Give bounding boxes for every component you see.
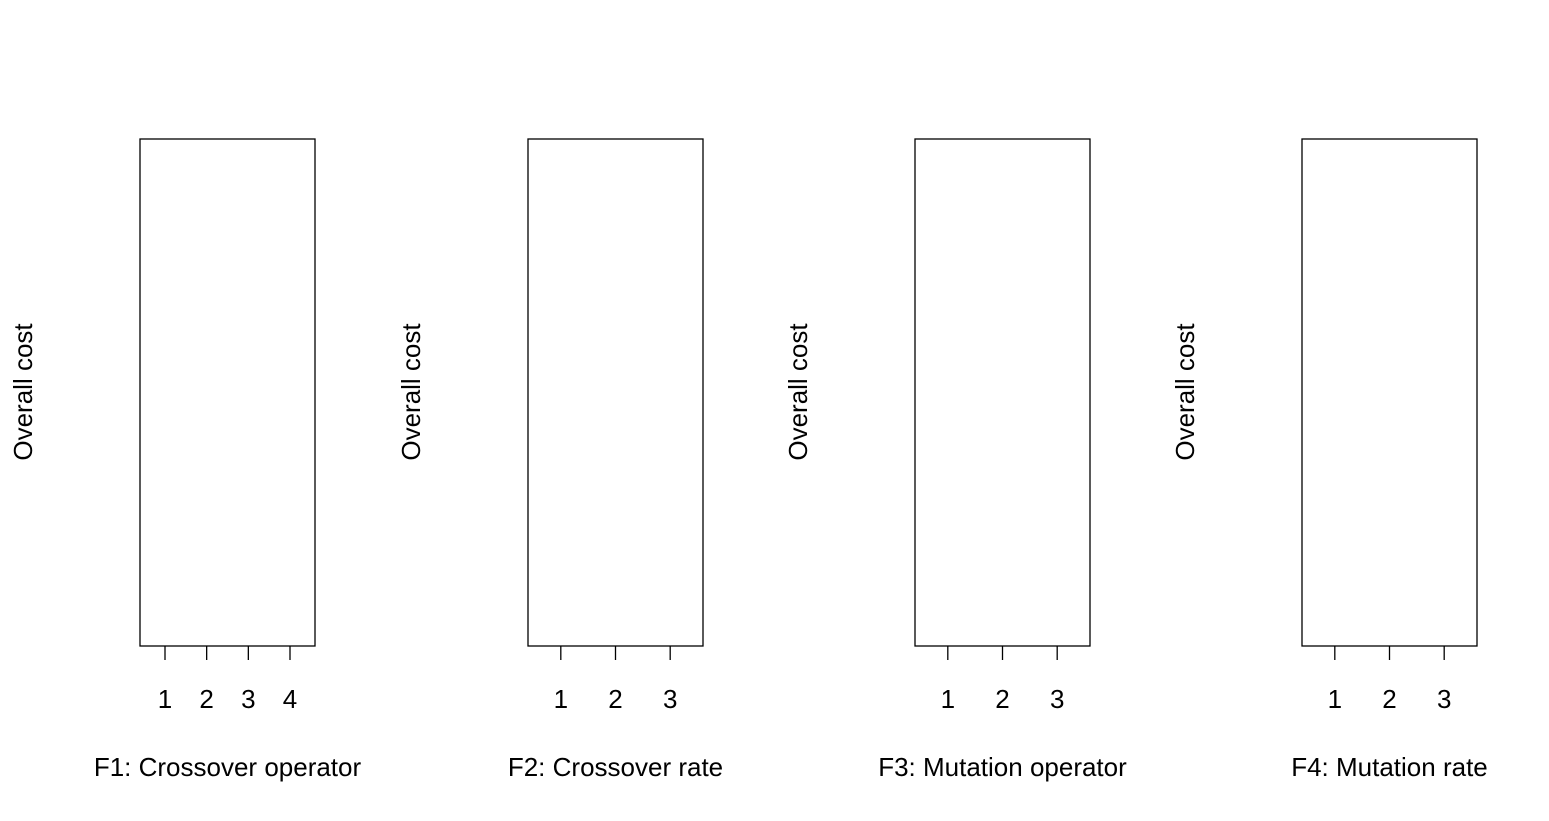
y-axis-label: Overall cost <box>8 323 38 461</box>
y-axis-label: Overall cost <box>1170 323 1200 461</box>
x-tick-label: 1 <box>1328 684 1342 714</box>
x-axis-label: F2: Crossover rate <box>508 752 723 782</box>
x-tick-label: 2 <box>995 684 1009 714</box>
x-tick-label: 4 <box>283 684 297 714</box>
y-axis-label: Overall cost <box>396 323 426 461</box>
x-axis-label: F1: Crossover operator <box>94 752 362 782</box>
x-tick-label: 3 <box>241 684 255 714</box>
plot-frame <box>914 138 1091 647</box>
y-axis-label: Overall cost <box>783 323 813 461</box>
x-tick-label: 2 <box>1382 684 1396 714</box>
x-tick-label: 2 <box>608 684 622 714</box>
x-tick-label: 3 <box>1437 684 1451 714</box>
x-tick-label: 1 <box>158 684 172 714</box>
plot-frame <box>527 138 704 647</box>
x-tick-label: 3 <box>1050 684 1064 714</box>
x-axis-label: F3: Mutation operator <box>878 752 1127 782</box>
x-tick-label: 2 <box>199 684 213 714</box>
x-tick-label: 1 <box>554 684 568 714</box>
plot-frame <box>139 138 316 647</box>
plot-frame <box>1301 138 1478 647</box>
x-tick-label: 3 <box>663 684 677 714</box>
x-axis-label: F4: Mutation rate <box>1291 752 1488 782</box>
x-tick-label: 1 <box>941 684 955 714</box>
